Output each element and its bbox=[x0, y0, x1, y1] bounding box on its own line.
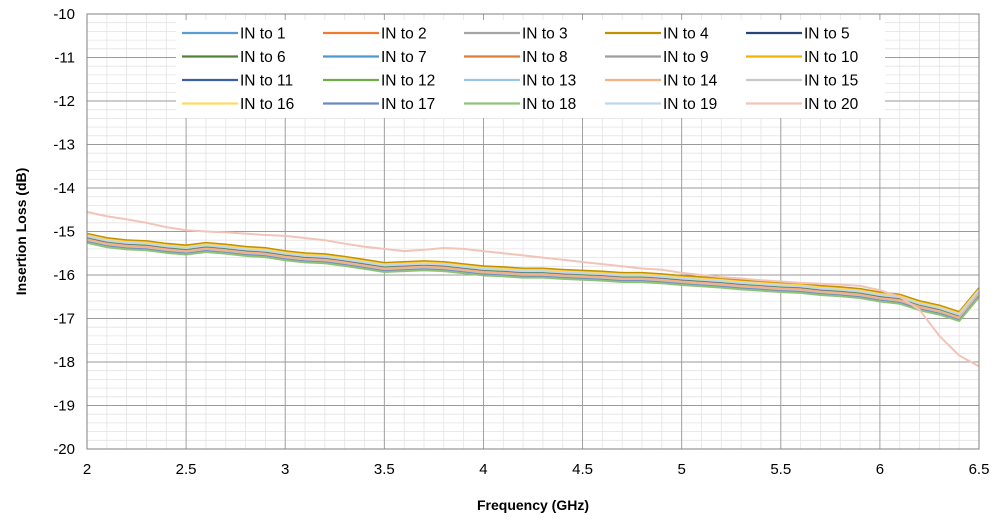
legend-label: IN to 13 bbox=[522, 73, 576, 90]
legend-label: IN to 20 bbox=[804, 96, 859, 113]
y-tick-label: -17 bbox=[53, 311, 75, 328]
x-axis-label: Frequency (GHz) bbox=[477, 497, 589, 513]
y-tick-label: -11 bbox=[54, 50, 75, 67]
legend-label: IN to 19 bbox=[663, 96, 717, 113]
legend-label: IN to 6 bbox=[240, 49, 286, 66]
x-tick-label: 2 bbox=[83, 461, 91, 478]
x-tick-label: 3 bbox=[281, 461, 289, 478]
y-tick-label: -10 bbox=[53, 6, 75, 23]
x-tick-label: 6 bbox=[876, 461, 884, 478]
legend-label: IN to 1 bbox=[240, 26, 286, 43]
y-tick-label: -15 bbox=[53, 224, 75, 241]
series-line-20 bbox=[86, 210, 980, 368]
y-tick-label: -19 bbox=[53, 398, 75, 415]
legend-label: IN to 18 bbox=[522, 96, 576, 113]
y-tick-label: -12 bbox=[53, 93, 75, 110]
legend-label: IN to 15 bbox=[804, 73, 858, 90]
x-tick-label: 4.5 bbox=[572, 461, 593, 478]
legend-label: IN to 4 bbox=[663, 26, 709, 43]
x-tick-label: 5.5 bbox=[770, 461, 791, 478]
y-tick-labels: -10 -11 -12 -13 -14 -15 -16 -17 -18 -19 -20 bbox=[53, 6, 75, 458]
x-tick-labels: 2 2.5 3 3.5 4 4.5 5 5.5 6 6.5 bbox=[83, 461, 990, 478]
series-line-14 bbox=[86, 238, 980, 319]
y-tick-label: -16 bbox=[53, 267, 75, 284]
legend-label: IN to 17 bbox=[381, 96, 435, 113]
legend-label: IN to 9 bbox=[663, 49, 709, 66]
x-tick-label: 6.5 bbox=[969, 461, 990, 478]
y-tick-label: -18 bbox=[53, 354, 75, 371]
legend-label: IN to 10 bbox=[804, 49, 859, 66]
x-tick-label: 5 bbox=[677, 461, 685, 478]
plot-frame bbox=[86, 13, 980, 450]
legend-label: IN to 8 bbox=[522, 49, 568, 66]
legend-label: IN to 12 bbox=[381, 73, 435, 90]
series-lines bbox=[86, 210, 980, 368]
legend-label: IN to 7 bbox=[381, 49, 427, 66]
y-axis-label: Insertion Loss (dB) bbox=[13, 168, 29, 296]
legend-label: IN to 16 bbox=[240, 96, 294, 113]
y-tick-label: -13 bbox=[53, 137, 75, 154]
legend: IN to 1 IN to 2 IN to 3 IN to 4 IN to 5 IN to… bbox=[176, 20, 885, 118]
y-tick-label: -14 bbox=[53, 180, 75, 197]
legend-label: IN to 2 bbox=[381, 26, 427, 43]
legend-label: IN to 3 bbox=[522, 26, 568, 43]
legend-label: IN to 5 bbox=[804, 26, 850, 43]
series-line-19 bbox=[86, 235, 980, 316]
y-tick-label: -20 bbox=[53, 441, 75, 458]
series-line-4 bbox=[86, 232, 980, 313]
x-tick-label: 3.5 bbox=[374, 461, 395, 478]
legend-background bbox=[176, 20, 885, 118]
x-tick-label: 2.5 bbox=[176, 461, 197, 478]
legend-label: IN to 14 bbox=[663, 73, 718, 90]
x-tick-label: 4 bbox=[479, 461, 487, 478]
series-line-18 bbox=[86, 241, 980, 323]
legend-label: IN to 11 bbox=[240, 73, 293, 90]
